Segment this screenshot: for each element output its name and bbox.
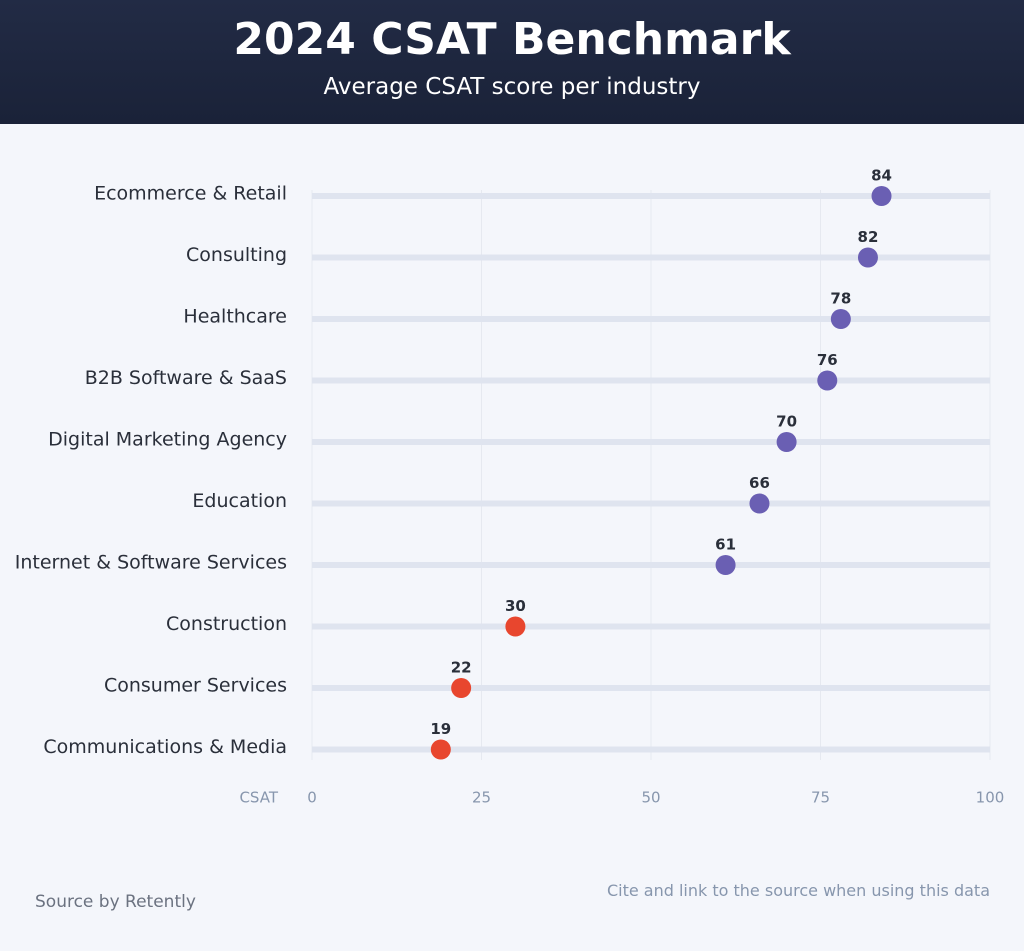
category-label: Digital Marketing Agency	[48, 429, 287, 451]
category-label: Consulting	[186, 244, 287, 266]
x-tick-label: 50	[641, 789, 660, 807]
x-tick-label: 25	[472, 789, 491, 807]
category-label: Communications & Media	[43, 736, 287, 758]
category-label: Consumer Services	[104, 675, 287, 697]
x-axis-label: CSAT	[239, 789, 278, 807]
chart-subtitle: Average CSAT score per industry	[323, 74, 701, 100]
value-label: 66	[749, 474, 770, 492]
x-tick-label: 100	[976, 789, 1005, 807]
value-label: 30	[505, 597, 526, 615]
dot	[830, 309, 851, 329]
dot	[857, 247, 878, 268]
value-label: 84	[871, 167, 892, 185]
dot	[715, 555, 736, 575]
category-label: B2B Software & SaaS	[85, 367, 287, 389]
cite-note: Cite and link to the source when using t…	[606, 881, 990, 900]
x-tick-label: 75	[811, 789, 830, 807]
category-label: Education	[192, 490, 287, 512]
dot	[749, 493, 770, 514]
category-label: Ecommerce & Retail	[94, 183, 287, 205]
dot	[776, 432, 797, 452]
header: 2024 CSAT Benchmark Average CSAT score p…	[0, 0, 1024, 124]
dot	[451, 678, 472, 698]
category-label: Construction	[166, 613, 287, 635]
dot	[505, 616, 526, 637]
dot	[817, 370, 838, 391]
value-label: 22	[451, 659, 472, 677]
value-label: 19	[430, 720, 451, 738]
category-label: Internet & Software Services	[15, 552, 287, 574]
value-label: 78	[830, 290, 851, 308]
value-label: 70	[776, 413, 797, 431]
value-label: 76	[817, 351, 838, 369]
dot	[871, 186, 892, 206]
dot	[430, 739, 451, 760]
chart-title: 2024 CSAT Benchmark	[233, 14, 791, 65]
x-tick-label: 0	[307, 789, 317, 807]
category-label: Healthcare	[183, 306, 287, 328]
value-label: 61	[715, 536, 736, 554]
value-label: 82	[858, 228, 879, 246]
source-note: Source by Retently	[35, 892, 196, 912]
